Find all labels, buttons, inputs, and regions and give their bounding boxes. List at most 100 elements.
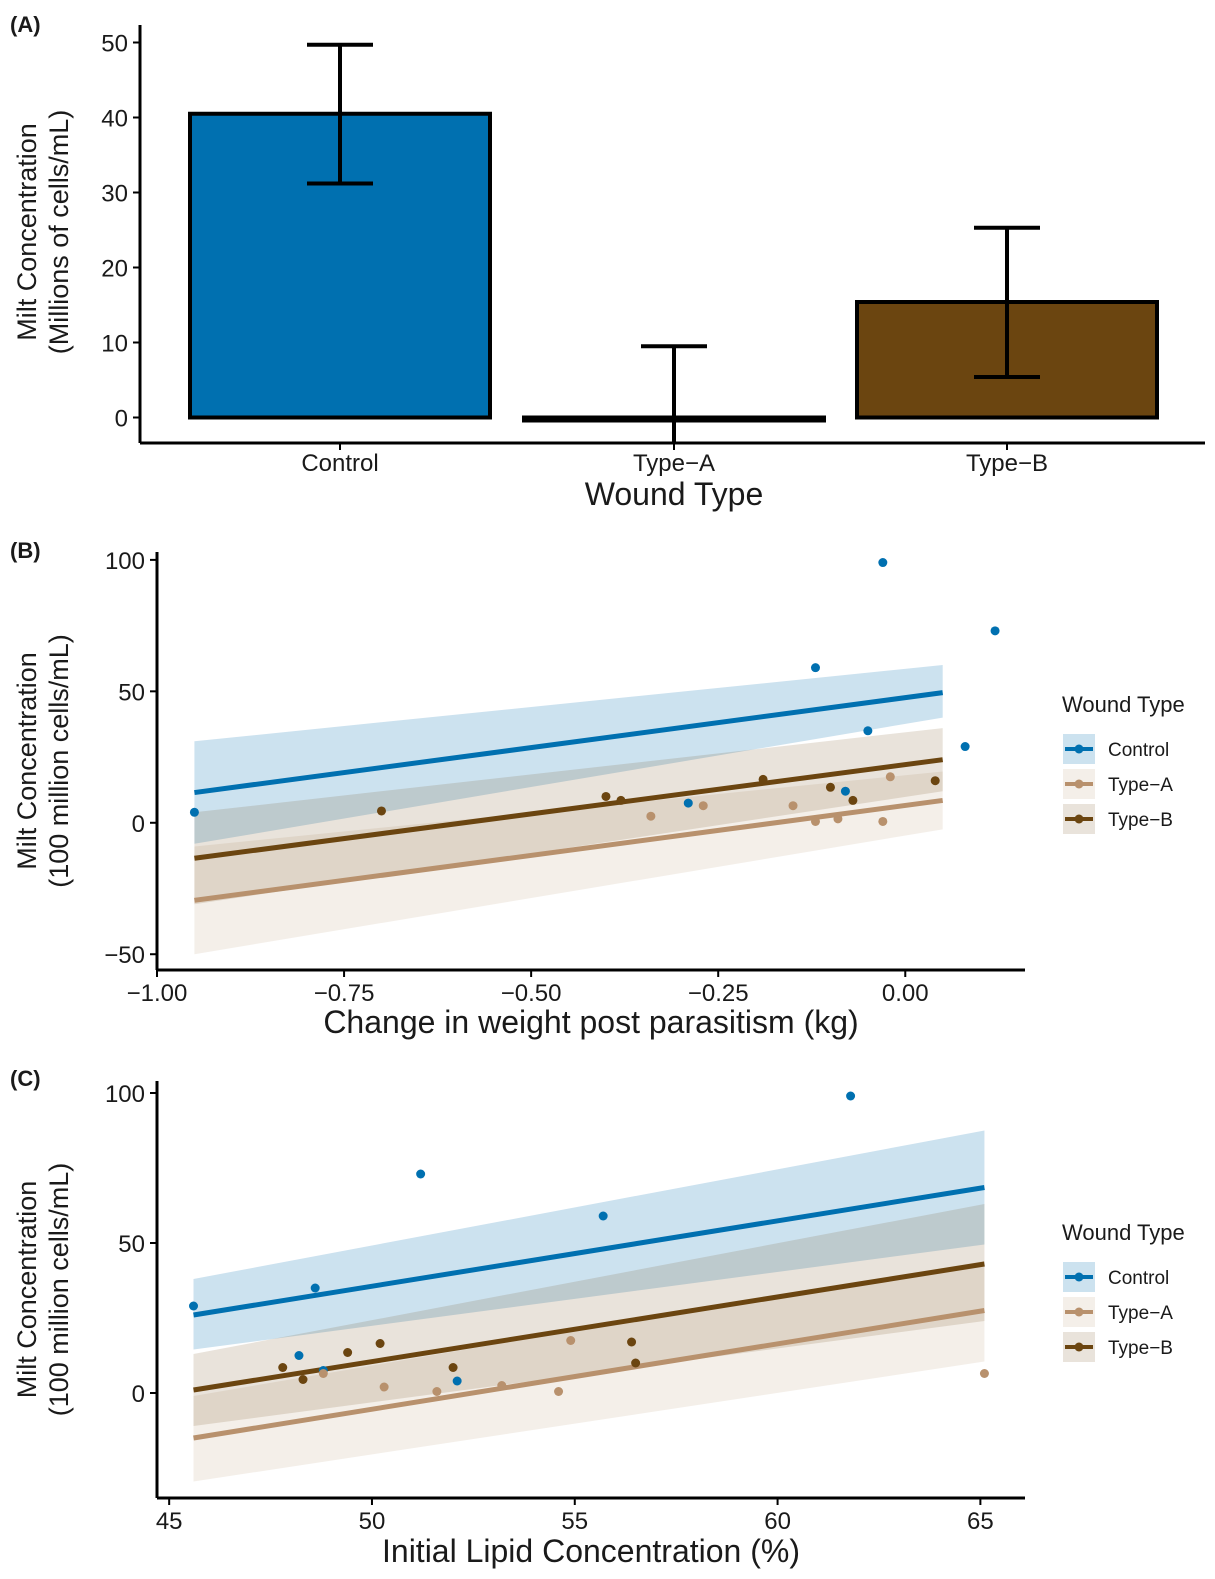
y-axis-title: Milt Concentration (100 million cells/mL) (12, 634, 74, 888)
y-axis-title-line-1: Milt Concentration (12, 123, 42, 341)
y-tick-label: 20 (101, 256, 128, 283)
confidence-band-3 (194, 728, 943, 905)
y-tick-label: 50 (118, 1231, 145, 1258)
legend-label-1: Control (1108, 740, 1169, 761)
legend-key-point (1074, 779, 1084, 789)
y-tick-label: −50 (104, 942, 145, 969)
data-point-1-1 (189, 1301, 199, 1311)
x-tick-label: −1.00 (127, 980, 188, 1007)
data-point-2-7 (979, 1369, 989, 1378)
y-tick-label: 100 (105, 1081, 145, 1108)
x-tick-label: 0.00 (882, 980, 929, 1007)
x-axis-title: Wound Type (585, 476, 764, 512)
data-point-3-2 (601, 791, 611, 801)
data-point-3-5 (448, 1363, 458, 1372)
panel-a: (A) Control Type−A Type−B 0 10 20 30 40 50 Wound T… (10, 12, 1205, 512)
fit-line-1 (194, 690, 944, 796)
data-point-2-2 (379, 1382, 389, 1392)
data-point-2-7 (885, 772, 895, 782)
legend-title: Wound Type (1062, 1220, 1185, 1245)
error-bar-2 (641, 344, 707, 443)
confidence-band-1 (193, 1130, 985, 1350)
y-tick-label: 50 (118, 679, 145, 706)
y-axis-title: Milt Concentration (100 million cells/mL) (12, 1163, 74, 1417)
data-point-2-6 (878, 816, 888, 826)
data-point-2-1 (646, 811, 656, 821)
data-point-3-2 (298, 1375, 308, 1384)
confidence-band-1 (194, 665, 943, 844)
legend: Wound Type Control Type−A Type−B (1062, 692, 1185, 834)
x-tick-label: 50 (359, 1508, 386, 1535)
panel-label: (A) (10, 12, 41, 37)
legend-key-point (1074, 744, 1084, 754)
error-bar-1 (307, 42, 373, 186)
y-tick-label: 50 (101, 31, 128, 58)
panel-b: (B) −1.00 −0.75 −0.50 −0.25 0.00 −50 0 50 100 Chan… (10, 538, 1185, 1040)
y-axis-title-line-2: (100 million cells/mL) (44, 634, 74, 888)
y-tick-label: 100 (105, 548, 145, 575)
x-tick-label: Control (301, 450, 378, 477)
data-point-1-8 (990, 626, 1000, 636)
legend-key-1 (1063, 1262, 1095, 1292)
data-point-1-2 (683, 798, 693, 808)
data-point-3-4 (375, 1339, 385, 1348)
y-axis-title-line-1: Milt Concentration (12, 652, 42, 870)
legend-key-point (1074, 1272, 1084, 1282)
confidence-band-2 (194, 771, 943, 955)
data-point-3-1 (278, 1363, 288, 1372)
data-point-1-4 (840, 786, 850, 796)
data-point-1-7 (960, 742, 970, 752)
data-point-2-2 (698, 801, 708, 811)
legend-key-2 (1063, 769, 1095, 799)
panel-label: (B) (10, 538, 41, 563)
y-tick-label: 0 (132, 1381, 145, 1408)
data-point-3-7 (631, 1358, 641, 1368)
y-axis-title-line-2: (100 million cells/mL) (44, 1163, 74, 1417)
data-point-1-6 (878, 558, 888, 568)
x-tick-label: −0.25 (688, 980, 749, 1007)
x-axis-title: Initial Lipid Concentration (%) (382, 1533, 800, 1569)
y-axis-title-line-2: (Millions of cells/mL) (44, 110, 74, 355)
x-tick-label: Type−B (966, 450, 1048, 477)
data-point-3-3 (343, 1348, 353, 1357)
legend-key-point (1074, 1307, 1084, 1317)
legend-key-1 (1063, 734, 1095, 764)
legend-label-2: Type−A (1108, 1303, 1173, 1324)
fit-line-2 (194, 797, 944, 903)
data-point-1-3 (310, 1283, 320, 1293)
fit-line-1 (193, 1185, 985, 1318)
data-point-3-6 (848, 795, 858, 805)
data-point-1-7 (598, 1211, 608, 1221)
y-tick-label: 30 (101, 181, 128, 208)
x-tick-label: 65 (967, 1508, 994, 1535)
x-tick-label: −0.50 (501, 980, 562, 1007)
x-axis-title: Change in weight post parasitism (kg) (323, 1004, 858, 1040)
data-point-2-3 (788, 801, 798, 811)
data-point-2-5 (833, 814, 843, 824)
legend-title: Wound Type (1062, 692, 1185, 717)
y-axis-title: Milt Concentration (Millions of cells/mL) (12, 110, 74, 355)
data-point-2-4 (810, 816, 820, 826)
x-tick-label: Type−A (633, 450, 715, 477)
data-point-2-1 (318, 1369, 328, 1378)
data-point-3-1 (376, 806, 386, 816)
legend-key-2 (1063, 1297, 1095, 1327)
legend-key-point (1074, 1342, 1084, 1352)
legend-label-1: Control (1108, 1268, 1169, 1289)
data-point-3-7 (930, 776, 940, 786)
x-tick-label: 60 (764, 1508, 791, 1535)
data-point-3-3 (616, 795, 626, 805)
data-point-2-4 (497, 1381, 507, 1390)
fit-line-3 (194, 757, 944, 861)
data-point-2-3 (432, 1387, 442, 1396)
panel-c: (C) 45 50 55 60 65 0 50 100 Initial Lipid Concent… (10, 1066, 1185, 1569)
confidence-band-3 (193, 1204, 985, 1426)
data-point-3-4 (758, 774, 768, 784)
y-tick-label: 0 (115, 406, 128, 433)
data-point-3-5 (825, 782, 835, 792)
data-point-1-2 (294, 1351, 304, 1360)
y-axis-title-line-1: Milt Concentration (12, 1181, 42, 1399)
data-point-2-5 (554, 1387, 564, 1396)
x-tick-label: 45 (156, 1508, 183, 1535)
